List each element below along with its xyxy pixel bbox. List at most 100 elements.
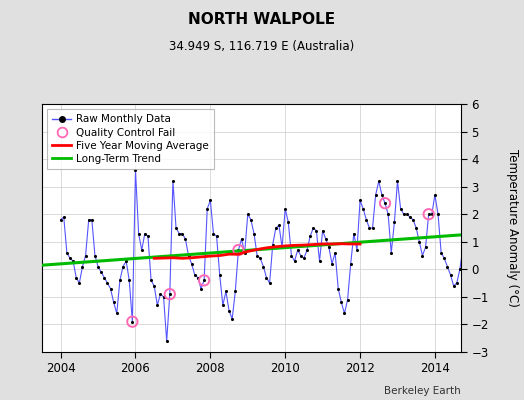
Point bbox=[443, 263, 452, 270]
Point bbox=[125, 277, 134, 284]
Point bbox=[365, 225, 374, 231]
Point bbox=[122, 258, 130, 264]
Point bbox=[250, 230, 258, 237]
Point bbox=[459, 244, 467, 250]
Point bbox=[119, 263, 127, 270]
Point bbox=[325, 244, 333, 250]
Point bbox=[378, 192, 386, 198]
Legend: Raw Monthly Data, Quality Control Fail, Five Year Moving Average, Long-Term Tren: Raw Monthly Data, Quality Control Fail, … bbox=[47, 109, 214, 169]
Point bbox=[306, 233, 314, 240]
Point bbox=[72, 274, 80, 281]
Point bbox=[169, 178, 177, 184]
Point bbox=[375, 178, 383, 184]
Point bbox=[402, 211, 411, 218]
Point bbox=[116, 277, 124, 284]
Point bbox=[57, 216, 65, 223]
Point bbox=[359, 206, 367, 212]
Point bbox=[144, 233, 152, 240]
Point bbox=[434, 211, 442, 218]
Point bbox=[209, 230, 217, 237]
Point bbox=[137, 247, 146, 253]
Point bbox=[91, 252, 99, 259]
Point bbox=[474, 247, 483, 253]
Point bbox=[231, 288, 239, 294]
Point bbox=[188, 261, 196, 267]
Point bbox=[353, 247, 361, 253]
Point bbox=[450, 283, 458, 289]
Point bbox=[328, 261, 336, 267]
Point bbox=[462, 250, 471, 256]
Point bbox=[191, 272, 199, 278]
Point bbox=[394, 178, 402, 184]
Point bbox=[381, 200, 389, 206]
Point bbox=[268, 241, 277, 248]
Point bbox=[166, 291, 174, 297]
Point bbox=[184, 252, 193, 259]
Point bbox=[197, 286, 205, 292]
Point bbox=[135, 230, 143, 237]
Point bbox=[259, 263, 268, 270]
Point bbox=[181, 236, 190, 242]
Point bbox=[384, 211, 392, 218]
Point bbox=[471, 225, 479, 231]
Point bbox=[465, 247, 473, 253]
Point bbox=[368, 225, 377, 231]
Point bbox=[340, 310, 348, 317]
Point bbox=[337, 299, 345, 306]
Point bbox=[172, 225, 180, 231]
Point bbox=[256, 255, 265, 262]
Point bbox=[381, 200, 389, 206]
Point bbox=[440, 255, 449, 262]
Point bbox=[293, 247, 302, 253]
Point bbox=[431, 192, 439, 198]
Point bbox=[343, 296, 352, 303]
Point bbox=[225, 308, 233, 314]
Point bbox=[253, 252, 261, 259]
Point bbox=[178, 230, 187, 237]
Point bbox=[346, 261, 355, 267]
Point bbox=[81, 252, 90, 259]
Point bbox=[297, 252, 305, 259]
Point bbox=[84, 216, 93, 223]
Point bbox=[147, 277, 155, 284]
Point bbox=[263, 274, 271, 281]
Point bbox=[412, 225, 420, 231]
Point bbox=[128, 318, 137, 325]
Point bbox=[331, 250, 340, 256]
Point bbox=[156, 291, 165, 297]
Point bbox=[421, 244, 430, 250]
Point bbox=[94, 263, 102, 270]
Point bbox=[75, 280, 83, 286]
Point bbox=[456, 266, 464, 272]
Point bbox=[200, 277, 209, 284]
Point bbox=[175, 230, 183, 237]
Point bbox=[215, 272, 224, 278]
Point bbox=[356, 197, 364, 204]
Point bbox=[465, 247, 473, 253]
Point bbox=[387, 250, 396, 256]
Point bbox=[418, 252, 427, 259]
Point bbox=[278, 244, 286, 250]
Point bbox=[113, 310, 121, 317]
Point bbox=[97, 269, 105, 275]
Point bbox=[409, 216, 417, 223]
Point bbox=[281, 206, 289, 212]
Point bbox=[424, 211, 433, 218]
Point bbox=[212, 233, 221, 240]
Point bbox=[234, 247, 243, 253]
Point bbox=[428, 211, 436, 218]
Point bbox=[271, 225, 280, 231]
Point bbox=[372, 192, 380, 198]
Point bbox=[350, 230, 358, 237]
Point bbox=[106, 286, 115, 292]
Point bbox=[241, 250, 249, 256]
Point bbox=[319, 228, 327, 234]
Point bbox=[194, 274, 202, 281]
Point bbox=[315, 258, 324, 264]
Y-axis label: Temperature Anomaly (°C): Temperature Anomaly (°C) bbox=[506, 149, 519, 307]
Point bbox=[162, 338, 171, 344]
Point bbox=[275, 222, 283, 228]
Point bbox=[266, 280, 274, 286]
Point bbox=[399, 211, 408, 218]
Point bbox=[424, 211, 433, 218]
